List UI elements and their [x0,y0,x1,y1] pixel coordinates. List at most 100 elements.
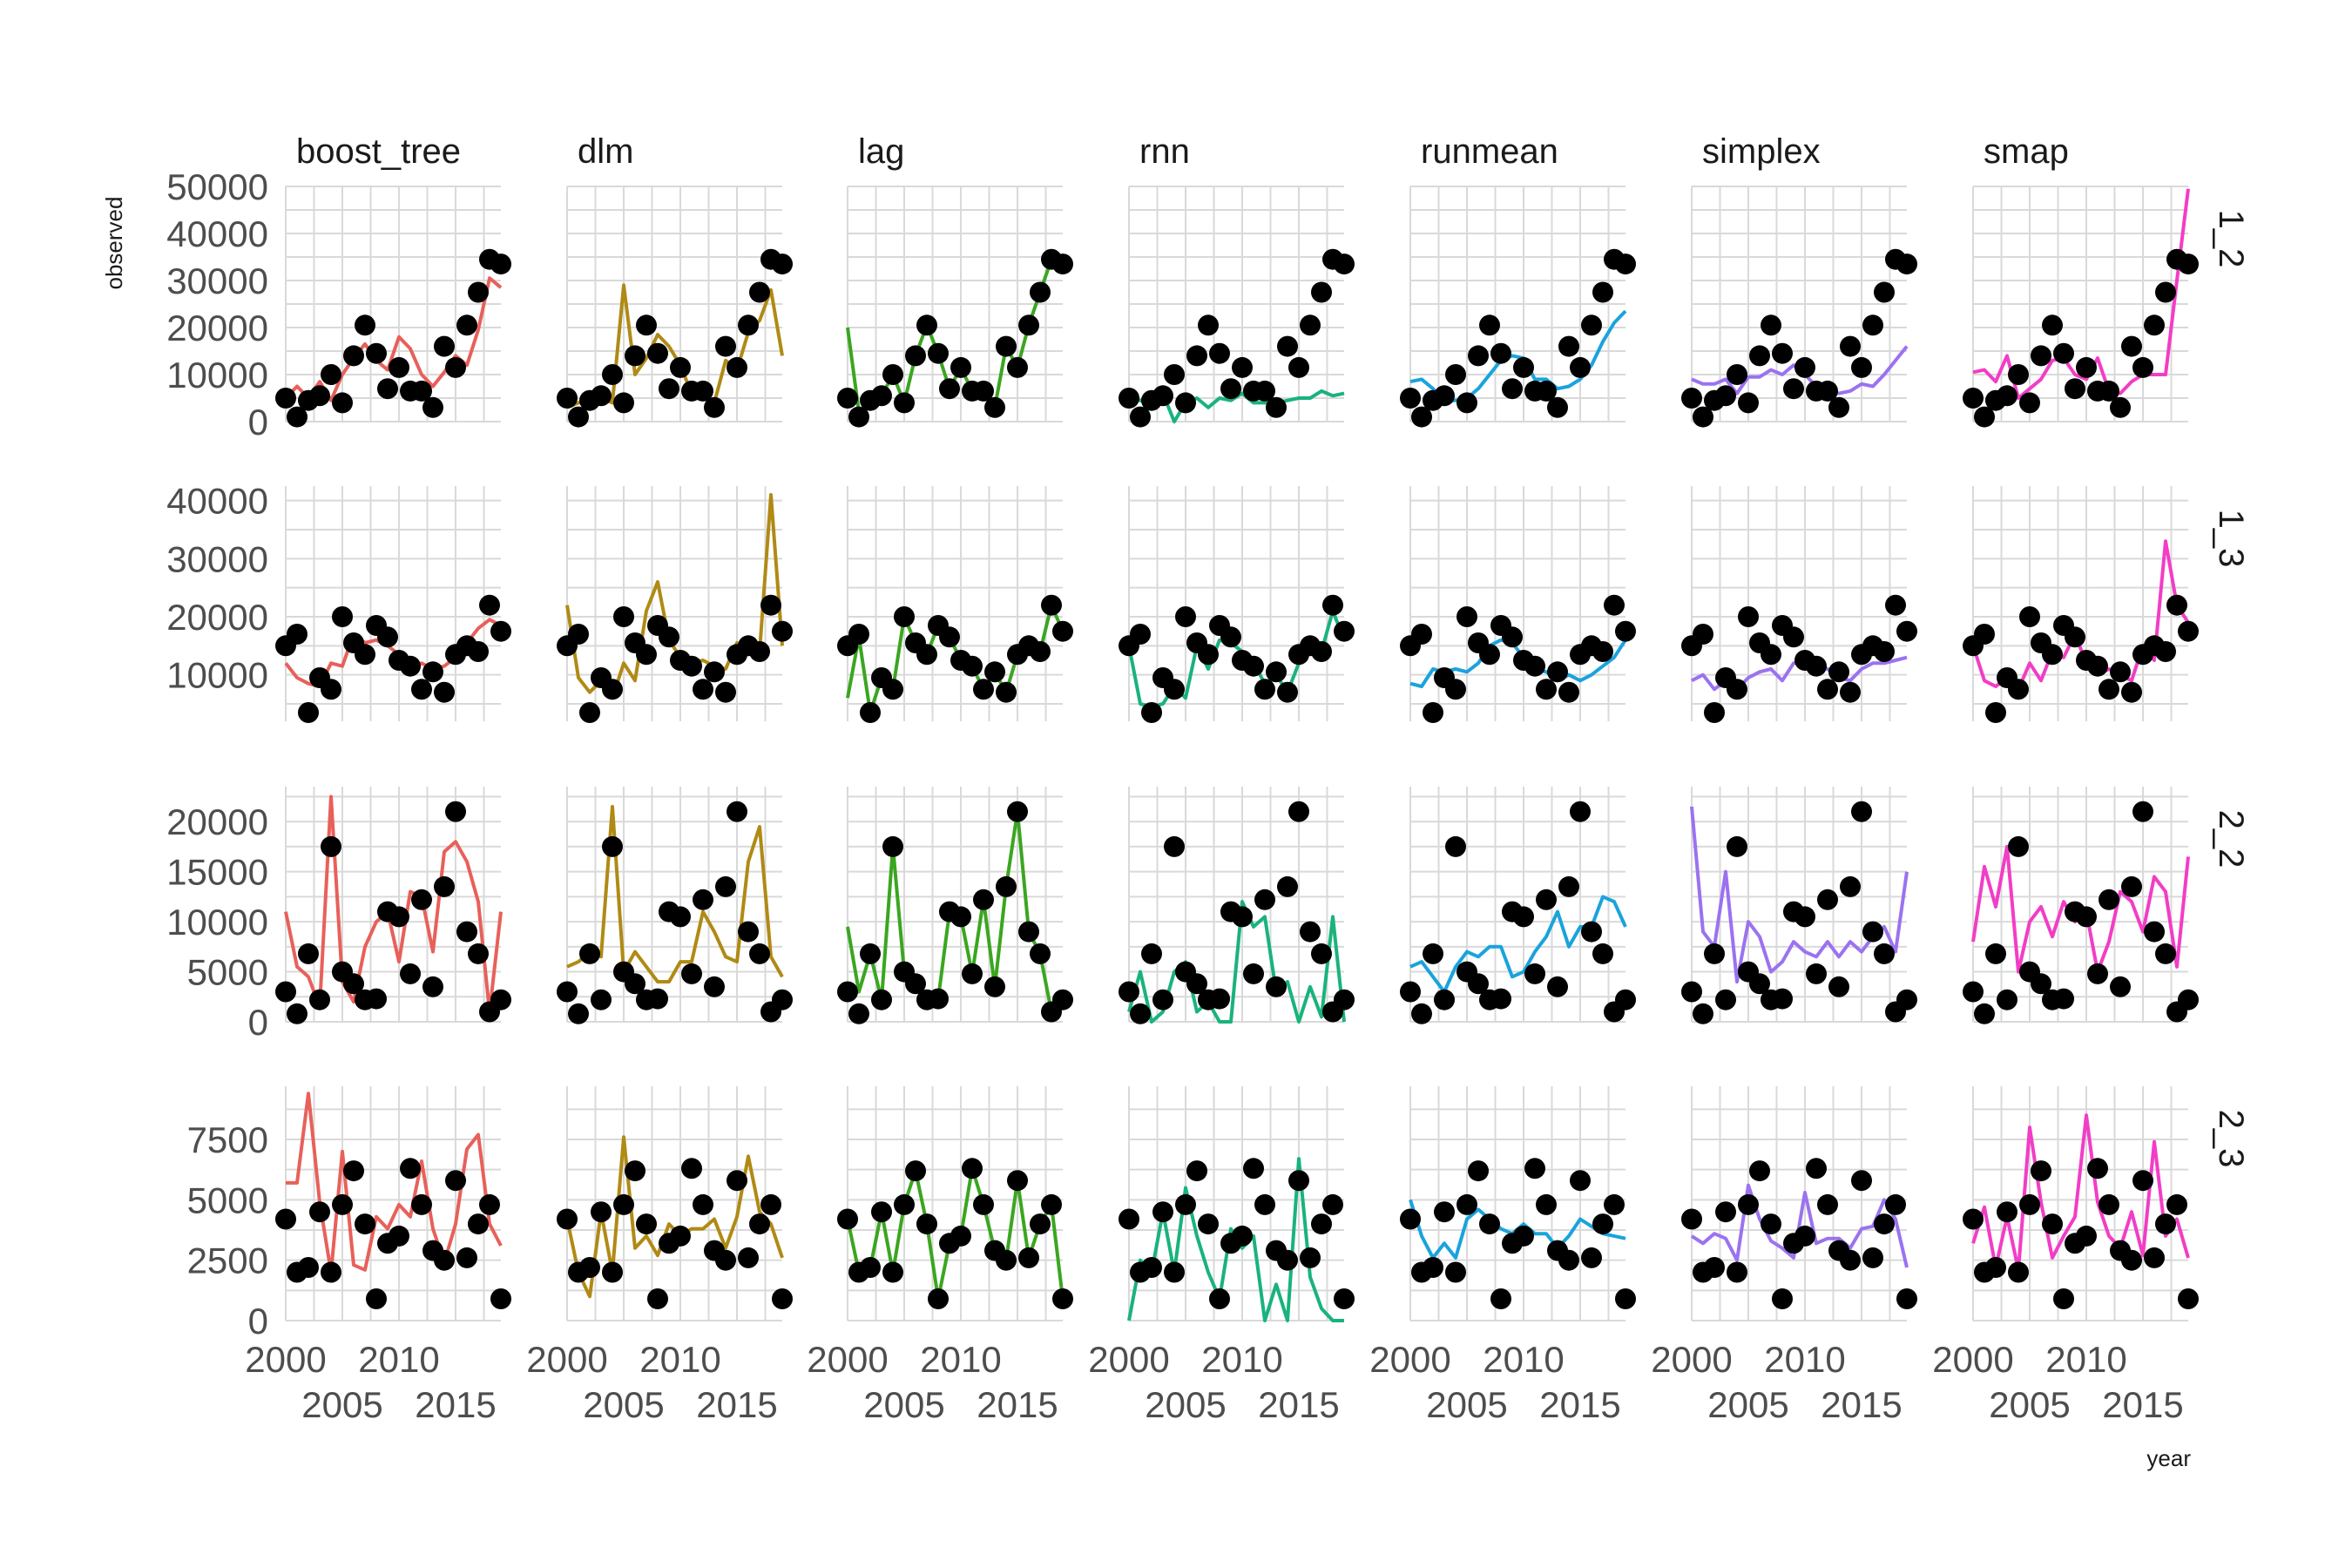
observed-point [479,1193,500,1215]
x-tick-label: 2000 [1651,1339,1732,1380]
observed-point [1524,963,1545,984]
observed-point [2155,943,2176,964]
observed-point [1524,1158,1545,1179]
observed-point [2121,335,2142,357]
observed-point [2155,281,2176,303]
observed-point [1783,378,1804,400]
observed-point [715,681,736,703]
x-tick-label: 2000 [807,1339,888,1380]
x-tick-label: 2015 [1539,1384,1620,1425]
observed-point [916,644,937,666]
observed-point [1254,1193,1275,1215]
observed-point [2008,364,2029,385]
observed-point [984,396,1005,418]
observed-point [579,702,600,723]
observed-point [2166,1193,2187,1215]
observed-point [1851,356,1872,378]
observed-point [905,973,926,995]
observed-point [738,314,759,336]
observed-point [2121,681,2142,703]
observed-point [950,356,971,378]
observed-point [1693,1003,1713,1024]
observed-point [1434,989,1455,1010]
observed-point [1400,1208,1421,1230]
x-tick-label: 2000 [1088,1339,1169,1380]
observed-point [1266,396,1287,418]
observed-point [1130,1003,1151,1024]
observed-point [321,1261,341,1283]
row-strip-label: 2_2 [2212,810,2250,868]
observed-point [1761,314,1781,336]
observed-point [1761,644,1781,666]
observed-point [871,1201,892,1223]
panel-smap-2_3 [1963,1086,2199,1321]
observed-point [1536,889,1557,910]
observed-point [2099,889,2119,910]
x-tick-label: 2000 [526,1339,607,1380]
x-tick-label: 2005 [1145,1384,1226,1425]
observed-point [962,963,983,984]
observed-point [1997,385,2017,407]
observed-point [1738,606,1759,627]
observed-point [715,335,736,357]
observed-point [848,1003,869,1024]
y-axis-title: observed [101,197,127,290]
observed-point [2132,356,2153,378]
observed-point [1615,989,1636,1010]
panel-dlm-2_2 [557,787,793,1024]
observed-point [309,1201,330,1223]
x-tick-label: 2010 [920,1339,1001,1380]
observed-point [1288,1170,1309,1192]
observed-point [1806,1158,1827,1179]
observed-point [422,661,443,683]
observed-point [848,624,869,645]
observed-point [1209,342,1230,364]
observed-point [1862,921,1883,943]
observed-point [490,620,511,642]
observed-point [1243,655,1264,677]
observed-point [602,679,623,700]
observed-point [557,1208,578,1230]
observed-point [468,641,489,662]
x-tick-label: 2015 [1258,1384,1339,1425]
observed-point [2099,380,2119,402]
observed-point [894,392,915,414]
prediction-line-dlm [566,805,784,983]
observed-point [1423,1257,1443,1278]
observed-point [1490,988,1511,1010]
observed-point [287,406,308,428]
observed-point [625,1160,645,1182]
observed-point [1817,889,1838,910]
observed-point [1570,801,1591,822]
observed-point [749,281,770,303]
observed-point [1277,1249,1298,1271]
panel-simplex-2_2 [1681,787,1917,1024]
observed-point [1266,976,1287,997]
observed-point [1175,1193,1196,1215]
observed-point [882,364,903,385]
observed-point [1041,594,1062,616]
observed-point [1840,681,1861,703]
prediction-line-boost_tree [284,794,503,1014]
observed-point [1502,378,1523,400]
column-strip-label: dlm [578,132,633,171]
observed-point [2110,976,2131,997]
observed-point [1254,380,1275,402]
observed-point [860,702,881,723]
observed-point [275,1208,296,1230]
observed-point [1018,314,1039,336]
observed-point [670,1225,691,1247]
observed-point [1232,1225,1253,1247]
observed-point [1592,281,1613,303]
observed-point [1681,388,1702,409]
observed-point [973,679,994,700]
observed-point [636,644,657,666]
x-tick-label: 2005 [583,1384,664,1425]
observed-point [1007,801,1028,822]
y-tick-label: 40000 [166,213,268,254]
observed-point [366,342,387,364]
observed-point [355,1213,375,1235]
observed-point [1738,392,1759,414]
observed-point [298,943,319,964]
observed-point [1806,655,1827,677]
